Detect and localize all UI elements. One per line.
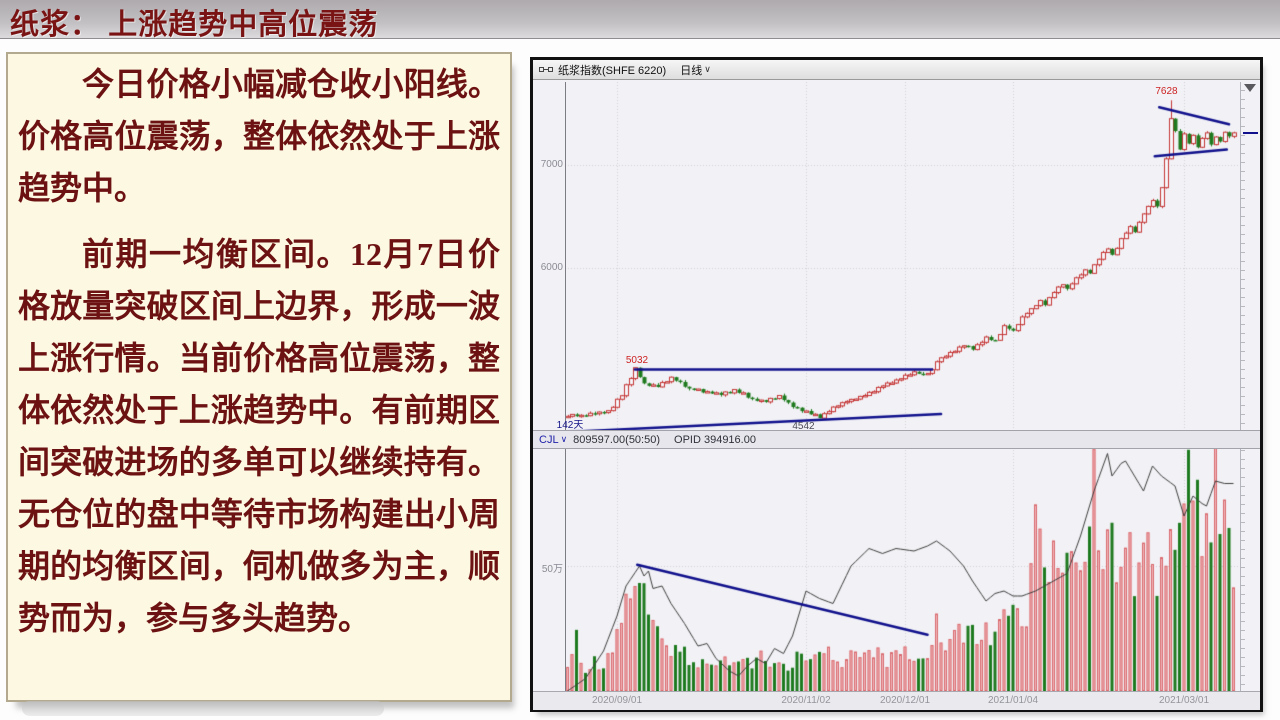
price-axis-tick: 7000 xyxy=(540,159,563,170)
right-price-scale xyxy=(1240,82,1261,691)
chevron-down-icon[interactable]: ∨ xyxy=(704,64,711,74)
last-price-marker xyxy=(1243,132,1258,135)
x-axis-label: 2020/11/02 xyxy=(781,695,831,706)
price-axis-tick: 6000 xyxy=(540,262,563,273)
scale-arrow-icon[interactable] xyxy=(1244,84,1256,92)
x-axis-strip: 2020/09/01 2020/11/02 2020/12/01 2021/01/04… xyxy=(533,691,1260,710)
period-selector[interactable]: 日线 xyxy=(680,64,703,77)
x-axis-label: 2021/03/01 xyxy=(1158,695,1210,706)
chevron-down-icon[interactable]: ∨ xyxy=(560,434,568,444)
page-title: 纸浆： 上涨趋势中高位震荡 xyxy=(10,9,379,41)
commentary-panel: 今日价格小幅减仓收小阳线。价格高位震荡，整体依然处于上涨趋势中。 前期一均衡区间… xyxy=(6,52,512,702)
volume-value: 809597.00(50:50) xyxy=(573,433,661,446)
open-interest-value: OPID 394916.00 xyxy=(674,433,756,446)
price-annotation: 142天 xyxy=(556,420,584,432)
slide-title-band: 纸浆： 上涨趋势中高位震荡 xyxy=(0,0,1280,41)
x-axis-label: 2020/12/01 xyxy=(879,695,931,706)
indicator-label[interactable]: CJL xyxy=(539,433,559,446)
price-annotation: 4542 xyxy=(792,421,815,433)
instrument-title: 纸浆指数(SHFE 6220) xyxy=(558,64,667,77)
price-annotation: 5032 xyxy=(625,354,649,366)
instrument-link-icon xyxy=(539,65,553,74)
chart-window: 纸浆指数(SHFE 6220) 日线 ∨ CJL ∨ 809597.00(50:… xyxy=(530,57,1263,712)
panel-shadow xyxy=(22,701,384,716)
chart-titlebar: 纸浆指数(SHFE 6220) 日线 ∨ xyxy=(533,60,1260,80)
x-axis-label: 2020/09/01 xyxy=(591,695,643,706)
volume-axis-tick: 50万 xyxy=(541,564,563,575)
commentary-paragraph: 前期一均衡区间。12月7日价格放量突破区间上边界，形成一波上涨行情。当前价格高位… xyxy=(18,236,500,636)
price-axis-line xyxy=(565,82,566,691)
candlestick-chart-canvas[interactable] xyxy=(565,82,1240,691)
x-axis-label: 2021/01/04 xyxy=(987,695,1039,706)
volume-pane-statusbar: CJL ∨ 809597.00(50:50) OPID 394916.00 xyxy=(533,430,1260,449)
commentary-paragraph: 今日价格小幅减仓收小阳线。价格高位震荡，整体依然处于上涨趋势中。 xyxy=(18,66,500,206)
price-annotation: 7628 xyxy=(1155,86,1178,98)
